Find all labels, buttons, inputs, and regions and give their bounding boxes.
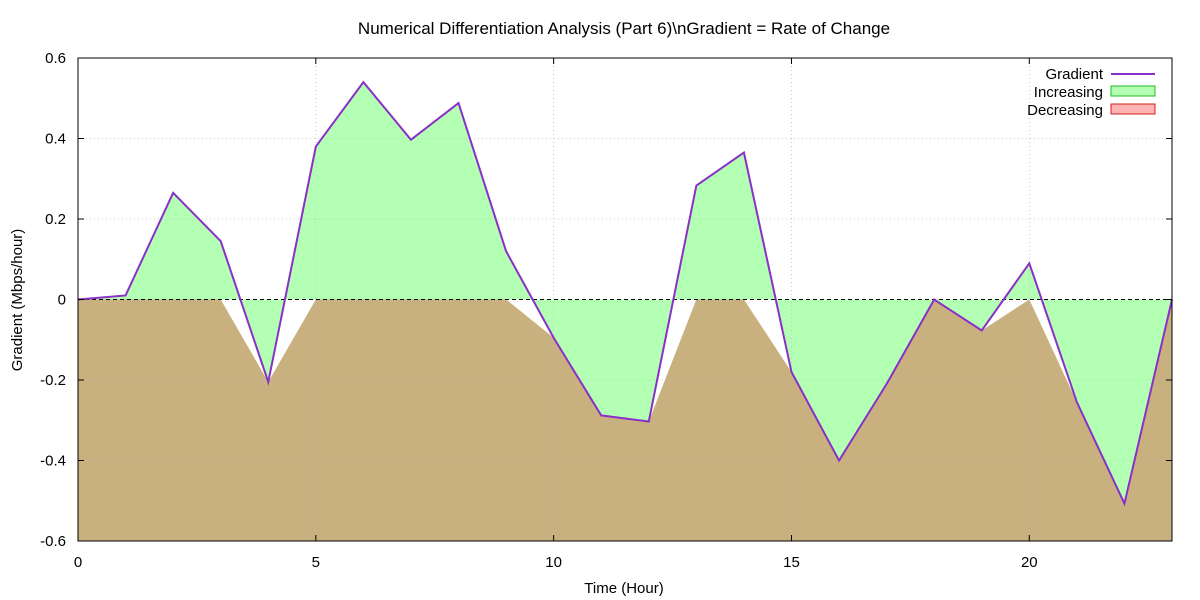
legend-label-gradient: Gradient xyxy=(1045,66,1103,83)
legend-label-decreasing: Decreasing xyxy=(1027,102,1103,119)
legend-label-increasing: Increasing xyxy=(1034,84,1103,101)
legend-swatch-decreasing xyxy=(1110,103,1156,115)
area-fills xyxy=(78,82,1172,541)
x-axis: 0 5 10 15 20 xyxy=(74,58,1038,571)
y-tick-label: -0.6 xyxy=(40,533,66,550)
y-axis-label: Gradient (Mbps/hour) xyxy=(9,229,26,372)
legend-swatch-increasing xyxy=(1110,85,1156,97)
x-tick-label: 15 xyxy=(783,554,800,571)
y-tick-label: 0 xyxy=(58,292,66,309)
series-line xyxy=(77,80,1173,507)
y-tick-label: -0.2 xyxy=(40,372,66,389)
grid-lines xyxy=(78,58,1172,541)
x-tick-label: 0 xyxy=(74,554,82,571)
decreasing-fill xyxy=(78,299,1172,541)
y-axis: -0.6 -0.4 -0.2 0 0.2 0.4 0.6 xyxy=(40,50,1172,550)
y-tick-label: 0.2 xyxy=(45,211,66,228)
chart-title: Numerical Differentiation Analysis (Part… xyxy=(358,19,890,38)
x-axis-label: Time (Hour) xyxy=(584,580,663,597)
y-tick-label: 0.4 xyxy=(45,131,66,148)
x-tick-label: 20 xyxy=(1021,554,1038,571)
x-tick-label: 10 xyxy=(545,554,562,571)
x-tick-label: 5 xyxy=(312,554,320,571)
y-tick-label: -0.4 xyxy=(40,453,66,470)
gradient-line xyxy=(77,80,1173,507)
y-tick-label: 0.6 xyxy=(45,50,66,67)
legend: Gradient Increasing Decreasing xyxy=(1027,66,1156,119)
increasing-fill xyxy=(78,82,1172,504)
